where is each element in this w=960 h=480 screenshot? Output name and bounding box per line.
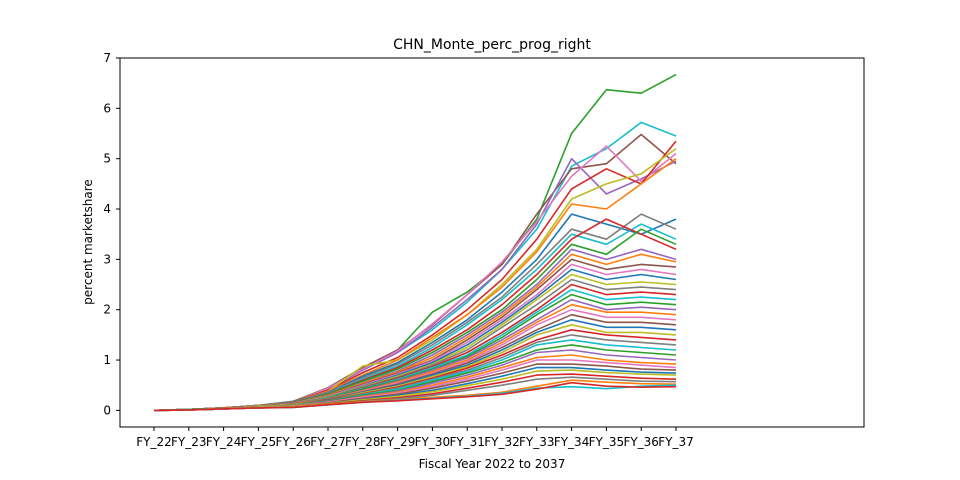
x-tick-label: FY_34 bbox=[554, 435, 590, 449]
x-tick-label: FY_25 bbox=[241, 435, 277, 449]
x-tick-label: FY_30 bbox=[415, 435, 451, 449]
x-tick-label: FY_29 bbox=[380, 435, 416, 449]
x-tick-label: FY_37 bbox=[658, 435, 694, 449]
x-tick-label: FY_36 bbox=[623, 435, 659, 449]
x-tick-label: FY_26 bbox=[275, 435, 311, 449]
x-tick-label: FY_23 bbox=[171, 435, 207, 449]
x-tick-label: FY_32 bbox=[484, 435, 520, 449]
x-axis-title: Fiscal Year 2022 to 2037 bbox=[419, 457, 566, 471]
x-tick-label: FY_27 bbox=[310, 435, 346, 449]
x-tick-label: FY_28 bbox=[345, 435, 381, 449]
x-axis: FY_22 FY_23 FY_24 FY_25 FY_26 FY_27 FY_28 FY_29… bbox=[136, 427, 694, 449]
y-axis-title: percent marketshare bbox=[81, 179, 95, 305]
y-axis: 0 1 2 3 4 5 6 7 bbox=[103, 51, 120, 417]
y-tick-label: 0 bbox=[103, 403, 111, 417]
x-tick-label: FY_33 bbox=[519, 435, 555, 449]
series-line bbox=[153, 381, 677, 412]
plot-frame bbox=[119, 57, 865, 428]
series-layer bbox=[153, 73, 677, 412]
y-tick-label: 3 bbox=[103, 252, 111, 266]
y-tick-label: 6 bbox=[103, 101, 111, 115]
y-tick-label: 2 bbox=[103, 303, 111, 317]
y-tick-label: 7 bbox=[103, 51, 111, 65]
y-tick-label: 1 bbox=[103, 353, 111, 367]
x-tick-label: FY_31 bbox=[449, 435, 485, 449]
x-tick-label: FY_22 bbox=[136, 435, 172, 449]
chart-title: CHN_Monte_perc_prog_right bbox=[393, 37, 591, 53]
x-tick-label: FY_35 bbox=[589, 435, 625, 449]
y-tick-label: 5 bbox=[103, 152, 111, 166]
x-tick-label: FY_24 bbox=[206, 435, 242, 449]
y-tick-label: 4 bbox=[103, 202, 111, 216]
